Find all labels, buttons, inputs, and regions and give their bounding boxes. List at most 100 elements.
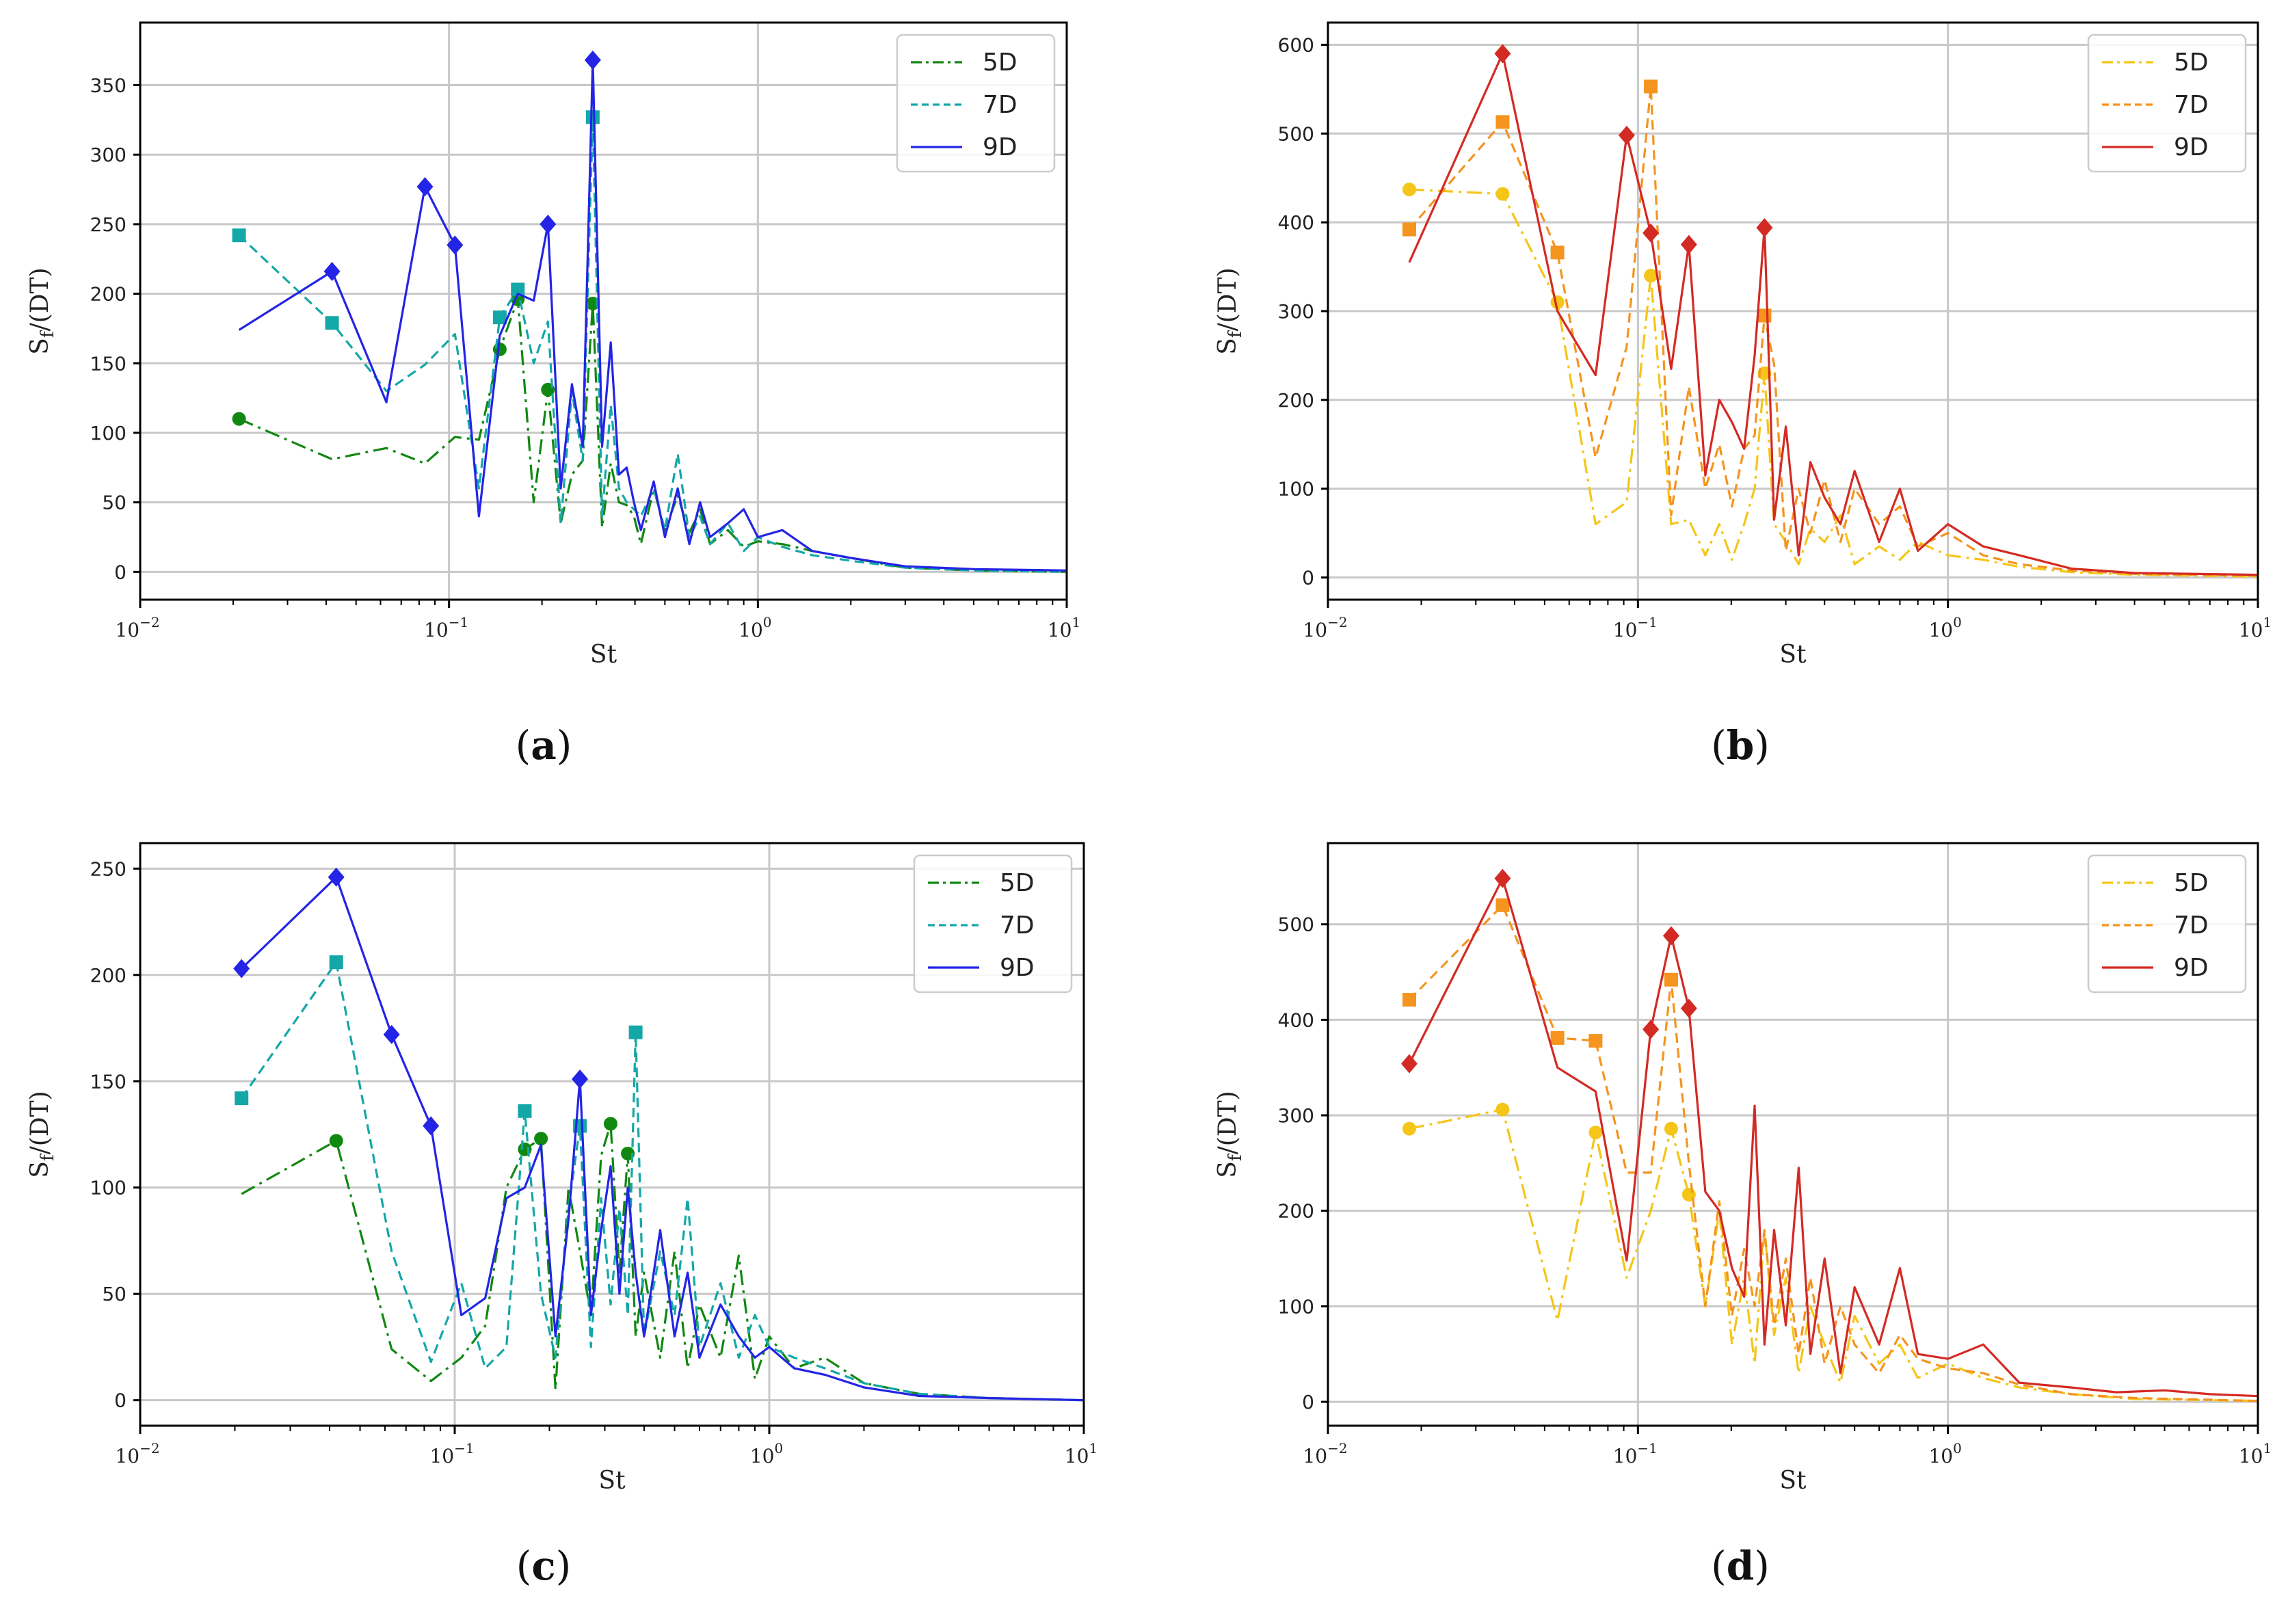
legend: 5D 7D 9D: [913, 854, 1073, 994]
data-point-9D: [233, 959, 250, 979]
data-point-5D: [1495, 1102, 1510, 1117]
data-point-9D: [447, 235, 464, 255]
y-tick-label: 50: [102, 492, 127, 514]
data-point-9D: [584, 50, 601, 70]
y-axis-label: Sf/(DT): [26, 267, 58, 354]
data-point-7D: [1588, 1034, 1603, 1048]
data-point-9D: [1642, 223, 1660, 243]
data-point-9D: [1400, 1054, 1418, 1074]
series-line-5D: [1409, 188, 2259, 578]
legend: 5D 7D 9D: [2087, 34, 2247, 173]
data-point-7D: [1495, 898, 1510, 912]
x-axis-label: St: [590, 641, 617, 669]
series-line-9D: [241, 876, 1085, 1402]
data-point-7D: [1757, 308, 1772, 323]
y-tick-label: 200: [1278, 1200, 1314, 1223]
panel-caption: (a): [516, 722, 572, 769]
panel-caption: (d): [1711, 1543, 1770, 1589]
data-point-7D: [518, 1104, 532, 1118]
plot-frame: [1327, 842, 2259, 1427]
data-point-7D: [325, 316, 339, 330]
series-line-5D: [238, 298, 1067, 573]
data-point-9D: [323, 262, 341, 282]
y-tick-label: 300: [1278, 300, 1314, 323]
data-point-5D: [1644, 269, 1658, 283]
y-tick-label: 0: [1302, 567, 1314, 589]
legend-label-7D: 7D: [983, 91, 1017, 119]
y-tick-label: 500: [1278, 122, 1314, 145]
x-tick-label: 100: [1928, 614, 1961, 641]
data-point-9D: [423, 1116, 440, 1136]
x-tick-label: 10−2: [115, 1440, 159, 1467]
x-tick-label: 101: [1048, 614, 1080, 641]
legend: 5D 7D 9D: [896, 34, 1056, 173]
data-point-5D: [1495, 187, 1510, 201]
legend-box: [896, 34, 1056, 173]
chart-panel-2: 0 100 200 300 400 500 600 10−2 10−1 100 101 St Sf/(D…: [1214, 21, 2272, 769]
data-point-9D: [1494, 868, 1511, 888]
series-line-9D: [1408, 877, 2259, 1398]
data-point-9D: [1642, 1020, 1660, 1039]
legend-box: [2087, 854, 2247, 994]
legend-label-5D: 5D: [2174, 49, 2209, 77]
series-line-7D: [238, 116, 1067, 573]
y-tick-label: 150: [90, 352, 127, 375]
y-tick-label: 0: [1302, 1391, 1314, 1413]
x-tick-label: 10−2: [1303, 1440, 1347, 1467]
legend-label-9D: 9D: [2174, 954, 2209, 982]
data-point-5D: [1588, 1126, 1603, 1140]
x-tick-label: 10−1: [1613, 614, 1658, 641]
data-point-7D: [1664, 972, 1678, 987]
legend-label-9D: 9D: [983, 133, 1017, 161]
x-tick-label: 10−2: [1303, 614, 1347, 641]
data-point-9D: [1618, 125, 1635, 145]
y-tick-label: 150: [90, 1070, 127, 1093]
data-point-9D: [1662, 926, 1679, 946]
legend: 5D 7D 9D: [2087, 854, 2247, 994]
data-point-9D: [572, 1069, 589, 1089]
legend-label-5D: 5D: [1000, 869, 1035, 897]
y-tick-label: 100: [1278, 478, 1314, 501]
series-line-7D: [240, 961, 1085, 1402]
data-point-9D: [416, 176, 434, 196]
data-point-7D: [1402, 222, 1416, 237]
data-point-7D: [585, 110, 600, 124]
data-point-7D: [1644, 79, 1658, 94]
y-tick-label: 100: [90, 1177, 127, 1199]
chart-panel-4: 0 100 200 300 400 500 10−2 10−1 100 101 St Sf/(DT) 5…: [1214, 842, 2272, 1589]
legend-box: [2087, 34, 2247, 173]
y-tick-label: 400: [1278, 1009, 1314, 1031]
series-line-7D: [1408, 904, 2259, 1402]
data-point-7D: [1402, 993, 1416, 1007]
data-point-5D: [329, 1134, 343, 1148]
legend-label-5D: 5D: [2174, 869, 2209, 897]
x-tick-label: 101: [2239, 614, 2272, 641]
x-axis-label: St: [1779, 1467, 1807, 1495]
y-tick-label: 200: [90, 964, 127, 987]
x-tick-label: 10−2: [115, 614, 159, 641]
data-point-7D: [492, 310, 507, 325]
data-point-9D: [1680, 998, 1697, 1018]
plot-frame: [139, 842, 1085, 1427]
panel-caption: (b): [1711, 722, 1770, 769]
chart-panel-1: 0 50 100 150 200 250 300 350 10−2 10−1 100 101 St Sf/…: [26, 21, 1080, 769]
y-tick-label: 200: [1278, 389, 1314, 412]
data-point-5D: [534, 1132, 548, 1146]
data-point-7D: [1550, 1030, 1565, 1045]
data-point-5D: [603, 1117, 617, 1131]
x-axis-label: St: [598, 1467, 626, 1495]
y-tick-label: 350: [90, 75, 127, 97]
y-tick-label: 100: [90, 422, 127, 444]
x-tick-label: 10−1: [424, 614, 468, 641]
legend-label-5D: 5D: [983, 49, 1017, 77]
series-line-9D: [1408, 52, 2259, 576]
y-tick-label: 200: [90, 283, 127, 306]
x-tick-label: 101: [2239, 1440, 2272, 1467]
y-tick-label: 600: [1278, 34, 1314, 56]
data-point-7D: [235, 1091, 249, 1106]
legend-label-7D: 7D: [2174, 911, 2209, 940]
data-point-5D: [1402, 183, 1416, 197]
data-point-7D: [329, 955, 343, 970]
data-point-5D: [1402, 1121, 1416, 1136]
data-point-9D: [540, 214, 557, 234]
